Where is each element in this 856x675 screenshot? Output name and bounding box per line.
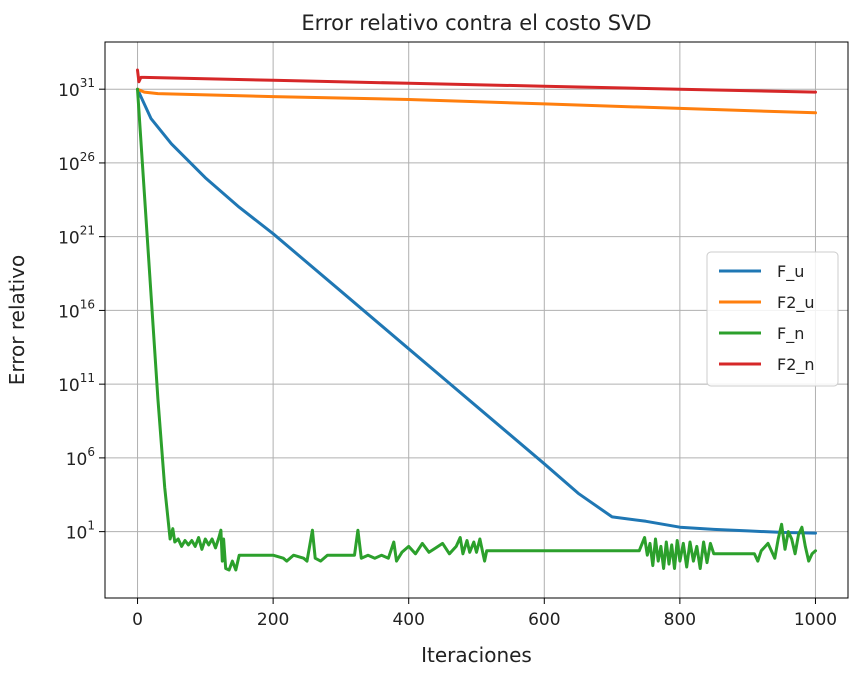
x-axis: 0 200 400 600 800 1000 <box>132 598 837 630</box>
y-tick-base: 10 <box>66 450 88 470</box>
y-tick-exponent: 26 <box>80 150 95 164</box>
y-tick-label: 1016 <box>58 297 95 322</box>
y-tick-label: 101 <box>66 519 95 544</box>
y-tick-base: 10 <box>58 376 80 396</box>
series-line-f-n <box>136 87 817 572</box>
legend: F_u F2_u F_n F2_n <box>706 251 839 387</box>
legend-label: F2_u <box>777 293 815 313</box>
x-tick-label: 1000 <box>794 610 837 630</box>
legend-box <box>706 251 839 387</box>
x-tick-label: 800 <box>664 610 696 630</box>
x-tick-label: 200 <box>257 610 289 630</box>
chart-title: Error relativo contra el costo SVD <box>301 11 651 35</box>
y-tick-label: 1011 <box>58 371 95 396</box>
x-axis-title: Iteraciones <box>421 643 532 667</box>
y-tick-label: 1021 <box>58 224 95 249</box>
plot-frame <box>104 41 849 599</box>
y-tick-exponent: 31 <box>80 76 95 90</box>
series-line-f-u <box>136 87 817 535</box>
series-line-f2-n <box>136 68 817 94</box>
y-tick-exponent: 16 <box>80 297 95 311</box>
y-tick-exponent: 1 <box>87 519 95 533</box>
y-tick-exponent: 11 <box>80 371 95 385</box>
y-tick-base: 10 <box>58 81 80 101</box>
y-tick-base: 10 <box>58 302 80 322</box>
x-tick-label: 0 <box>132 610 143 630</box>
y-tick-exponent: 6 <box>87 445 95 459</box>
legend-label: F_u <box>777 262 804 282</box>
series-line-f2-u <box>136 87 817 115</box>
series-group <box>136 68 817 572</box>
y-tick-base: 10 <box>58 155 80 175</box>
y-tick-label: 106 <box>66 445 95 470</box>
y-tick-label: 1026 <box>58 150 95 175</box>
y-tick-base: 10 <box>66 524 88 544</box>
x-tick-label: 400 <box>392 610 424 630</box>
legend-label: F2_n <box>777 355 815 375</box>
y-axis-title: Error relativo <box>5 255 29 385</box>
x-tick-label: 600 <box>528 610 560 630</box>
legend-label: F_n <box>777 324 804 344</box>
y-tick-label: 1031 <box>58 76 95 101</box>
y-tick-exponent: 21 <box>80 224 95 238</box>
y-tick-base: 10 <box>58 229 80 249</box>
